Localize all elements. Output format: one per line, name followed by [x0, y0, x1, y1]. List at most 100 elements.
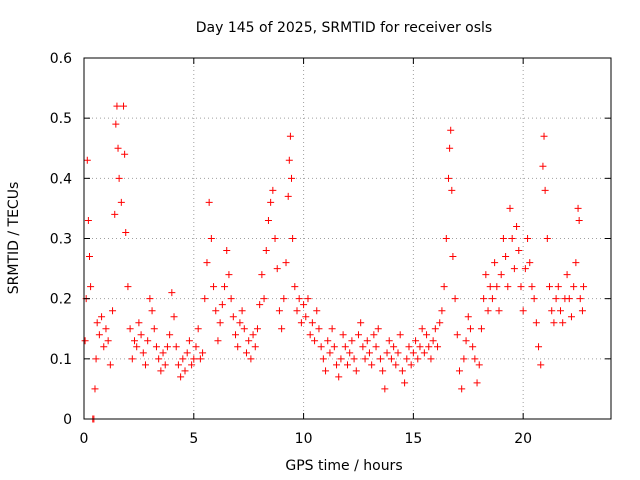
data-point — [177, 373, 185, 381]
data-point — [174, 361, 182, 369]
data-point — [114, 144, 122, 152]
data-point — [383, 349, 391, 357]
data-point — [194, 325, 202, 333]
data-point — [473, 379, 481, 387]
data-point — [350, 355, 358, 363]
data-point — [359, 343, 367, 351]
data-point — [183, 349, 191, 357]
data-point — [104, 337, 112, 345]
x-tick-label: 15 — [404, 431, 422, 447]
x-axis-label: GPS time / hours — [285, 458, 402, 474]
data-point — [302, 313, 310, 321]
data-point — [120, 102, 128, 110]
data-point — [365, 349, 373, 357]
data-point — [124, 283, 132, 291]
data-point — [166, 331, 174, 339]
data-point — [517, 283, 525, 291]
data-point — [348, 337, 356, 345]
data-point — [135, 319, 143, 327]
data-point — [451, 295, 459, 303]
data-point — [524, 235, 532, 242]
data-point — [398, 367, 406, 375]
data-point — [462, 337, 470, 345]
data-point — [440, 283, 448, 291]
data-point — [548, 307, 556, 315]
data-point — [475, 361, 483, 369]
data-point — [352, 367, 360, 375]
data-point — [559, 319, 567, 327]
data-point — [113, 102, 121, 110]
data-point — [392, 361, 400, 369]
data-point — [541, 186, 549, 194]
data-point — [499, 235, 507, 242]
data-point — [218, 301, 226, 309]
data-point — [572, 259, 580, 267]
y-tick-label: 0.2 — [50, 292, 72, 308]
data-point — [491, 259, 499, 267]
data-point — [319, 355, 327, 363]
data-point — [546, 283, 554, 291]
data-point — [280, 295, 288, 303]
data-point — [385, 337, 393, 345]
y-axis-label: SRMTID / TECUs — [6, 182, 22, 295]
data-point — [317, 343, 325, 351]
data-point — [497, 271, 505, 279]
data-point — [565, 295, 573, 303]
data-point — [278, 325, 286, 333]
data-point — [311, 337, 319, 345]
data-point — [122, 228, 130, 236]
data-point — [210, 283, 218, 291]
data-point — [95, 331, 103, 339]
data-point — [326, 349, 334, 357]
data-point — [543, 235, 551, 242]
data-point — [297, 319, 305, 327]
data-point — [535, 343, 543, 351]
data-point — [510, 265, 518, 273]
data-point — [379, 367, 387, 375]
data-point — [469, 343, 477, 351]
data-point — [376, 355, 384, 363]
data-point — [446, 144, 454, 152]
data-point — [106, 361, 114, 369]
data-point — [144, 337, 152, 345]
data-point — [214, 337, 222, 345]
data-point — [466, 325, 474, 333]
y-tick-label: 0.6 — [50, 51, 72, 67]
data-point — [484, 307, 492, 315]
data-point — [83, 156, 91, 164]
data-point — [418, 325, 426, 333]
data-point — [236, 319, 244, 327]
data-point — [458, 385, 466, 393]
data-point — [556, 307, 564, 315]
data-point — [339, 331, 347, 339]
data-point — [567, 313, 575, 321]
data-point — [508, 235, 516, 242]
data-point — [190, 355, 198, 363]
data-point — [416, 343, 424, 351]
data-point — [401, 379, 409, 387]
data-point — [234, 343, 242, 351]
data-point — [570, 283, 578, 291]
data-point — [308, 319, 316, 327]
data-point — [282, 259, 290, 267]
data-point — [407, 361, 415, 369]
data-point — [363, 337, 371, 345]
y-tick-label: 0.5 — [50, 111, 72, 127]
data-point — [482, 271, 490, 279]
data-point — [161, 361, 169, 369]
x-tick-label: 0 — [80, 431, 89, 447]
data-point — [344, 361, 351, 369]
data-point — [157, 367, 165, 375]
data-point — [438, 307, 446, 315]
data-point — [390, 343, 398, 351]
data-point — [575, 216, 583, 224]
data-point — [425, 343, 433, 351]
data-point — [256, 301, 264, 309]
data-point — [403, 355, 411, 363]
data-point — [291, 283, 299, 291]
data-point — [477, 325, 485, 333]
data-point — [91, 385, 99, 393]
data-point — [532, 319, 540, 327]
data-points — [81, 102, 588, 423]
